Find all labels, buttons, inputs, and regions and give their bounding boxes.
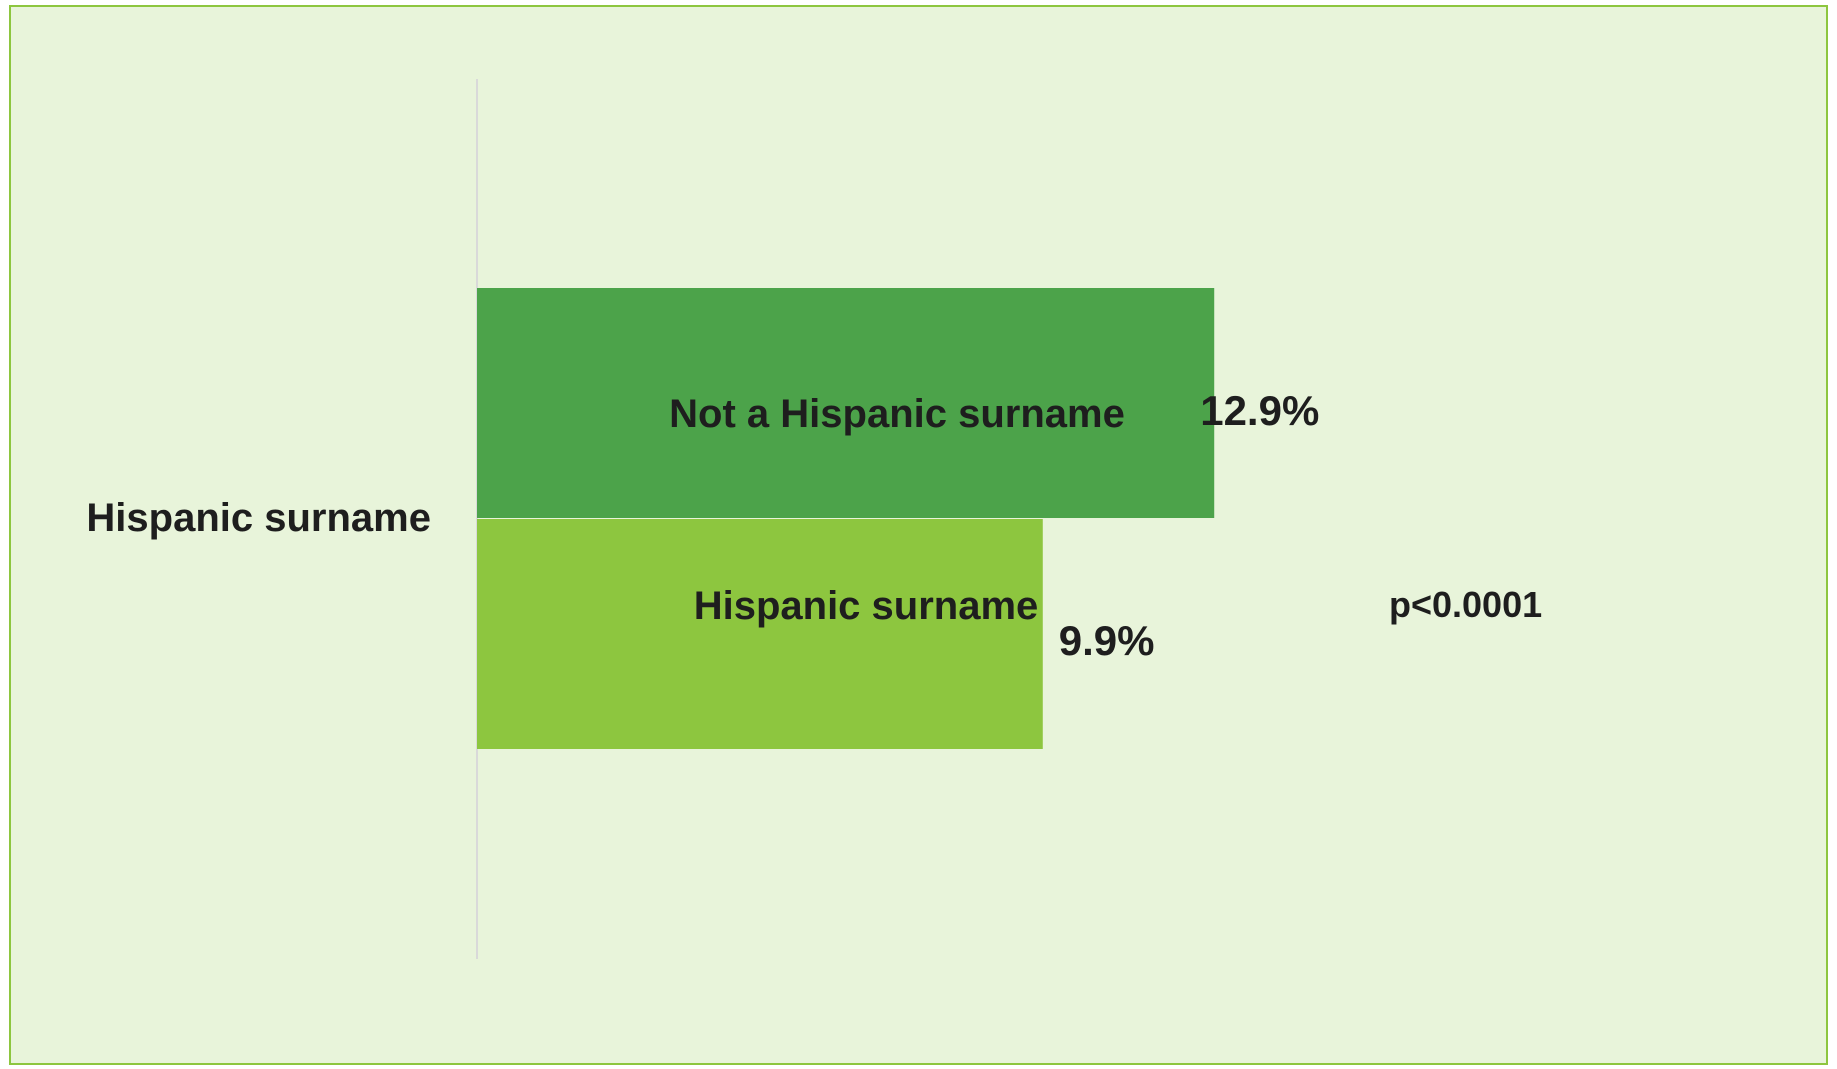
bar-not-hispanic-surname (477, 288, 1215, 518)
bar-hispanic-surname (477, 519, 1043, 749)
p-value-annotation: p<0.0001 (1389, 584, 1542, 625)
value-label-not-hispanic-surname: 12.9% (1200, 387, 1319, 434)
value-label-hispanic-surname: 9.9% (1059, 617, 1155, 664)
bar-chart: Hispanic surname Not a Hispanic surname … (86, 79, 1542, 959)
bar-label-hispanic-surname: Hispanic surname (694, 584, 1039, 628)
category-label: Hispanic surname (86, 496, 431, 540)
bar-label-not-hispanic-surname: Not a Hispanic surname (669, 392, 1125, 436)
chart-frame: Hispanic surname Not a Hispanic surname … (9, 5, 1828, 1065)
